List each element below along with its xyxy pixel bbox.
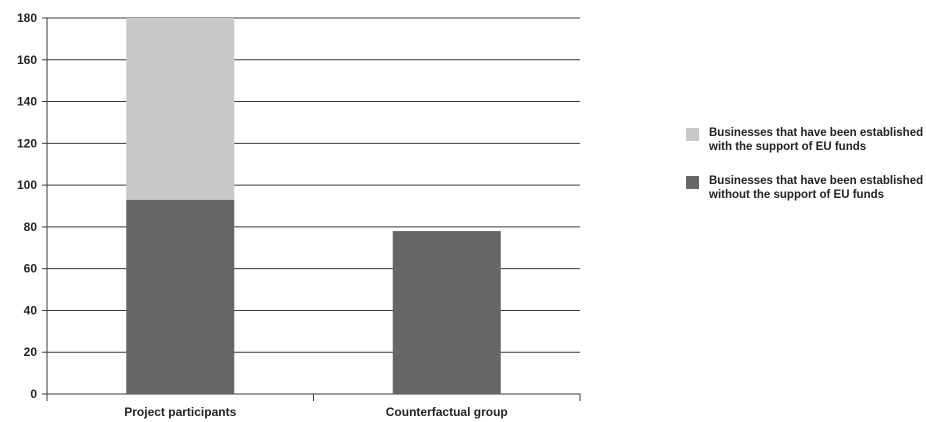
y-tick-label: 80 (24, 220, 38, 234)
y-tick-label: 180 (17, 11, 37, 25)
y-tick-label: 20 (24, 345, 38, 359)
y-tick-label: 160 (17, 53, 37, 67)
legend-swatch-with-eu-funds (686, 128, 699, 141)
legend-item-without-eu-funds: Businesses that have been established wi… (686, 174, 926, 202)
y-tick-label: 140 (17, 95, 37, 109)
legend-label-without-eu-funds: Businesses that have been established wi… (709, 175, 924, 201)
chart-legend: Businesses that have been established wi… (686, 126, 926, 222)
x-tick-label: Project participants (124, 405, 236, 419)
bar-segment (392, 231, 501, 394)
y-tick-label: 40 (24, 303, 38, 317)
y-tick-label: 120 (17, 136, 37, 150)
bar-chart: 0 20 40 60 80 100 120 140 160 180 Project particip… (17, 11, 581, 419)
y-tick-label: 60 (24, 262, 38, 276)
legend-swatch-without-eu-funds (686, 176, 699, 189)
bar-segment (126, 18, 235, 200)
legend-item-with-eu-funds: Businesses that have been established wi… (686, 126, 926, 154)
y-tick-label: 100 (17, 178, 37, 192)
x-tick-label: Counterfactual group (386, 405, 508, 419)
bar-segment (126, 199, 235, 394)
legend-label-with-eu-funds: Businesses that have been established wi… (709, 127, 924, 153)
y-tick-label: 0 (30, 387, 37, 401)
